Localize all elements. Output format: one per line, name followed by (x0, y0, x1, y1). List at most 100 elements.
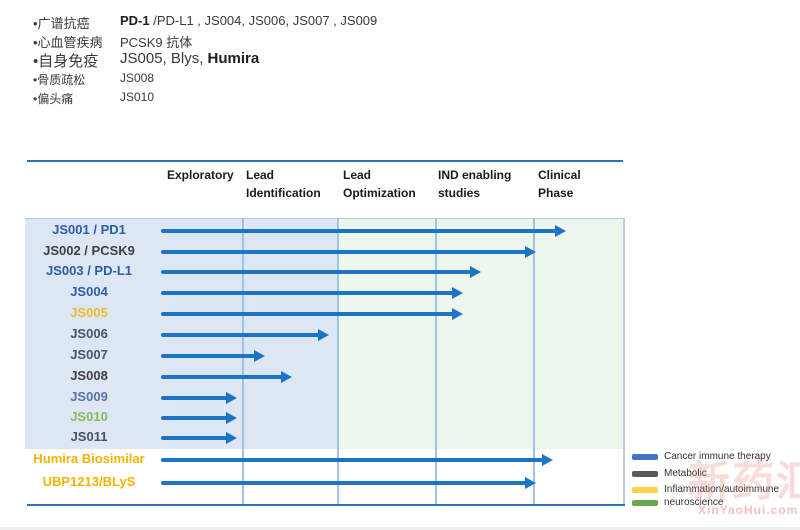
progress-arrow-head (226, 392, 238, 404)
bullet-indication-label: •广谱抗癌 (33, 16, 90, 31)
bullet-item: •骨质疏松 JS008 (33, 71, 154, 88)
watermark-cn: 新药汇 (688, 458, 800, 505)
progress-arrow-head (318, 329, 330, 341)
progress-arrow-shaft (161, 229, 558, 233)
bullet-indication-label: •偏头痛 (33, 92, 74, 106)
progress-arrow-shaft (161, 333, 321, 337)
progress-arrow (161, 371, 293, 383)
legend-swatch (632, 487, 658, 493)
bullet-program-text: JS008 (120, 71, 155, 85)
program-label: JS003 / PD-L1 (46, 263, 132, 278)
progress-arrow-shaft (161, 270, 473, 274)
program-label: JS008 (70, 368, 108, 383)
progress-arrow-head (524, 477, 536, 489)
progress-arrow-shaft (161, 481, 527, 485)
program-label: JS001 / PD1 (52, 222, 126, 237)
progress-arrow-shaft (161, 416, 229, 420)
bullet-item: •偏头痛 JS010 (33, 90, 154, 107)
bullet-programs: PCSK9 抗体 (120, 32, 192, 51)
phase-header-lead-optimization: Lead Optimization (343, 168, 416, 200)
progress-arrow (161, 392, 238, 404)
progress-arrow-head (226, 412, 238, 424)
bullet-program-text: PCSK9 抗体 (120, 35, 193, 50)
progress-arrow (161, 246, 536, 258)
bullet-item: •自身免疫 JS005, Blys, Humira (33, 50, 259, 71)
table-top-border (27, 160, 623, 162)
progress-arrow-shaft (161, 436, 229, 440)
progress-arrow-head (470, 266, 482, 278)
bullet-program-text: /PD-L1 , JS004, JS006, JS007 , JS009 (153, 13, 378, 28)
progress-arrow-head (452, 308, 464, 320)
bottom-edge-strip (0, 527, 800, 530)
body-top-line (25, 218, 623, 219)
legend-label: neuroscience (664, 497, 724, 508)
progress-arrow-head (541, 454, 553, 466)
progress-arrow-shaft (161, 312, 455, 316)
progress-arrow (161, 266, 482, 278)
legend-label: Metabolic (664, 468, 707, 479)
progress-arrow (161, 308, 464, 320)
phase-gridline (435, 218, 437, 505)
progress-arrow (161, 477, 536, 489)
program-label: JS011 (70, 429, 108, 444)
phase-header-exploratory: Exploratory (167, 168, 234, 182)
progress-arrow (161, 454, 553, 466)
program-label: UBP1213/BLyS (42, 474, 136, 489)
phase-gridline (623, 218, 625, 505)
program-label: Humira Biosimilar (33, 451, 145, 466)
bullet-programs: JS010 (120, 90, 154, 104)
bullet-item: •心血管疾病 PCSK9 抗体 (33, 32, 192, 51)
bullet-program-text: JS010 (120, 90, 155, 104)
bullet-indication-label: •骨质疏松 (33, 73, 86, 87)
legend-swatch (632, 454, 658, 460)
progress-arrow-head (226, 432, 238, 444)
progress-arrow (161, 432, 238, 444)
program-label: JS007 (70, 347, 108, 362)
progress-arrow-head (253, 350, 265, 362)
legend-swatch (632, 500, 658, 506)
progress-arrow-head (452, 287, 464, 299)
progress-arrow-head (555, 225, 567, 237)
bullet-programs: JS005, Blys, Humira (120, 50, 259, 67)
program-label: JS010 (70, 409, 108, 424)
table-bottom-border (27, 504, 625, 506)
phase-gridline (337, 218, 339, 505)
program-label: JS009 (70, 389, 108, 404)
progress-arrow-shaft (161, 250, 527, 254)
legend-swatch (632, 471, 658, 477)
bullet-programs: JS008 (120, 71, 154, 85)
progress-arrow (161, 287, 464, 299)
watermark-url: XinYaoHui.com (698, 503, 799, 517)
bullet-program-text: JS005, Blys, (120, 50, 208, 67)
bullet-program-bold: Humira (207, 50, 260, 67)
program-label: JS006 (70, 326, 108, 341)
legend-label: Cancer immune therapy (664, 451, 771, 462)
progress-arrow-head (524, 246, 536, 258)
bullet-indication-label: •心血管疾病 (33, 35, 103, 50)
progress-arrow (161, 350, 265, 362)
phase-header-lead-identification: Lead Identification (246, 168, 321, 200)
bullet-programs: PD-1 /PD-L1 , JS004, JS006, JS007 , JS00… (120, 13, 377, 28)
progress-arrow-shaft (161, 291, 455, 295)
late-phase-background (337, 218, 623, 449)
phase-gridline (533, 218, 535, 505)
progress-arrow-shaft (161, 375, 284, 379)
progress-arrow-head (281, 371, 293, 383)
bullet-indication-label: •自身免疫 (33, 53, 99, 70)
legend-label: Inflammation/autoimmune (664, 484, 780, 495)
progress-arrow-shaft (161, 458, 544, 462)
progress-arrow (161, 329, 330, 341)
progress-arrow (161, 412, 238, 424)
program-label: JS004 (70, 284, 108, 299)
bullet-program-bold: PD-1 (120, 13, 154, 28)
bullet-item: •广谱抗癌 PD-1 /PD-L1 , JS004, JS006, JS007 ,… (33, 13, 377, 32)
phase-header-ind-enabling-studies: IND enabling studies (438, 168, 512, 200)
progress-arrow-shaft (161, 396, 229, 400)
phase-header-clinical-phase: Clinical Phase (538, 168, 581, 200)
progress-arrow (161, 225, 567, 237)
phase-gridline (242, 218, 244, 505)
program-label: JS002 / PCSK9 (43, 243, 135, 258)
progress-arrow-shaft (161, 354, 256, 358)
program-label: JS005 (70, 305, 108, 320)
